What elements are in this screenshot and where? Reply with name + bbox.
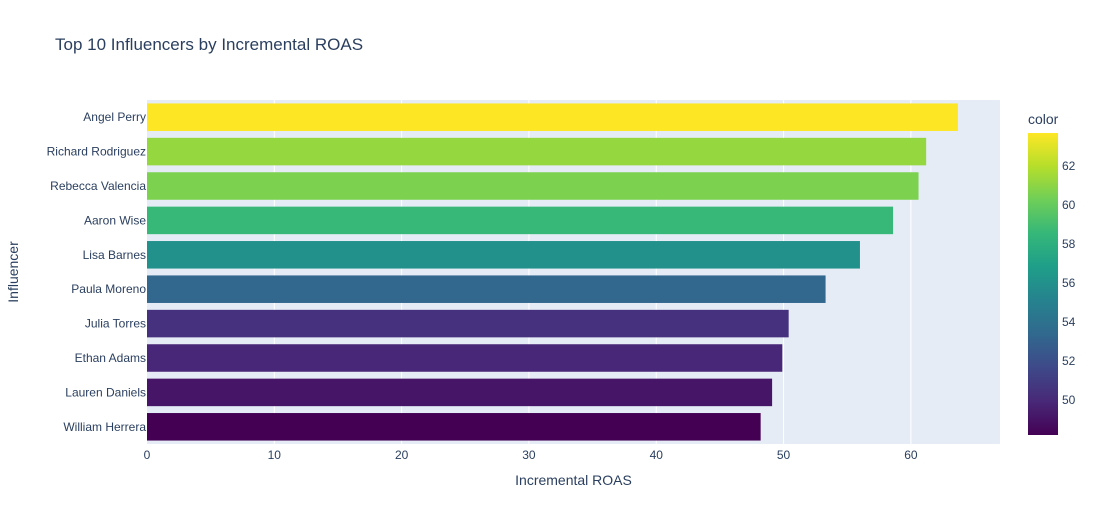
x-tick-label: 10 [268,448,282,462]
bars [147,103,958,441]
bar[interactable] [147,206,894,235]
bar[interactable] [147,344,783,372]
bar[interactable] [147,241,860,269]
colorbar-tick-label: 60 [1062,198,1076,212]
colorbar-tick-label: 50 [1062,393,1076,407]
x-tick-label: 40 [650,448,664,462]
bar[interactable] [147,309,789,338]
y-tick-label: Lisa Barnes [83,248,146,262]
colorbar-tick-label: 62 [1062,159,1076,173]
x-axis-title: Incremental ROAS [515,472,632,488]
colorbar [1028,133,1058,435]
x-tick-label: 20 [395,448,409,462]
y-tick-label: Richard Rodriguez [47,145,146,159]
y-tick-label: Angel Perry [83,110,146,124]
colorbar-tick-label: 56 [1062,276,1076,290]
colorbar-tick-labels: 50 52 54 56 58 60 62 [1062,159,1076,407]
x-tick-label: 60 [904,448,918,462]
bar[interactable] [147,413,761,441]
y-tick-label: Paula Moreno [71,282,146,296]
y-tick-label: Lauren Daniels [65,385,146,399]
y-axis-title: Influencer [5,241,21,303]
bar[interactable] [147,137,927,166]
colorbar-tick-label: 58 [1062,237,1076,251]
y-tick-label: Julia Torres [85,317,146,331]
bar[interactable] [147,172,919,200]
colorbar-title: color [1028,111,1059,127]
colorbar-tick-label: 52 [1062,354,1076,368]
x-tick-labels: 0 10 20 30 40 50 60 [144,448,918,462]
y-tick-label: Rebecca Valencia [50,179,146,193]
y-tick-label: Ethan Adams [75,351,146,365]
chart-title: Top 10 Influencers by Incremental ROAS [55,35,363,54]
bar[interactable] [147,378,773,407]
bar[interactable] [147,275,826,303]
colorbar-tick-label: 54 [1062,315,1076,329]
y-tick-label: William Herrera [63,420,146,434]
bar[interactable] [147,103,958,131]
x-tick-label: 50 [777,448,791,462]
x-tick-label: 30 [522,448,536,462]
y-tick-labels: Angel Perry Richard Rodriguez Rebecca Vale… [47,110,147,434]
y-tick-label: Aaron Wise [84,213,146,227]
x-tick-label: 0 [144,448,151,462]
